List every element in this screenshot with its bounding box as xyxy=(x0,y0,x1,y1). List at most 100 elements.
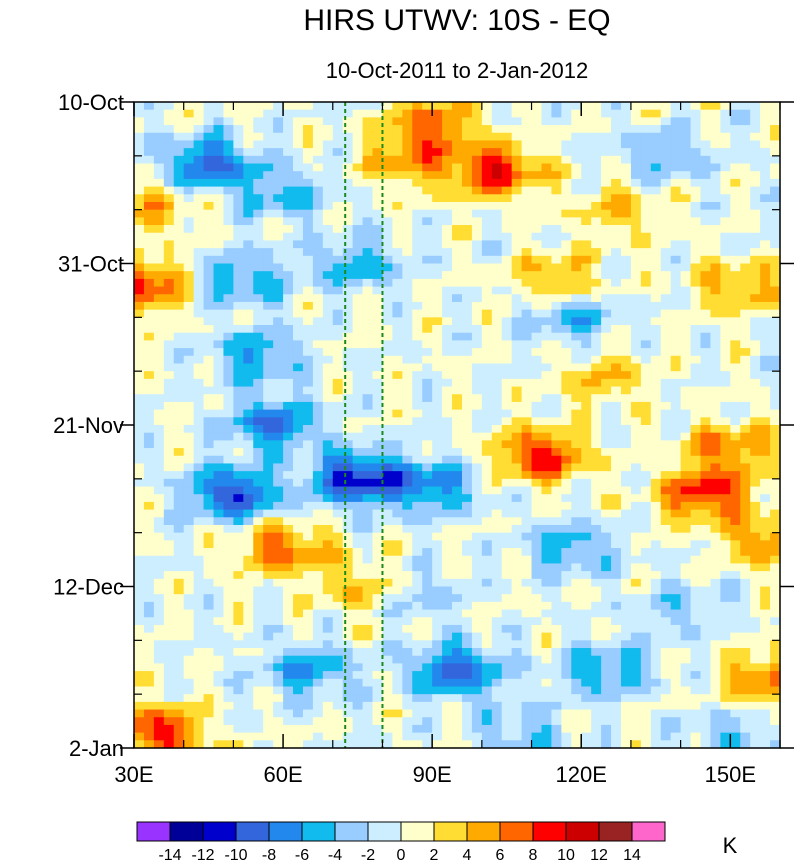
field-cell xyxy=(392,371,403,380)
field-cell xyxy=(362,678,374,688)
field-cell xyxy=(342,348,354,357)
field-cell xyxy=(720,232,731,242)
field-cell xyxy=(193,332,205,341)
field-cell xyxy=(422,394,433,403)
field-cell xyxy=(770,186,781,195)
field-cell xyxy=(372,125,384,134)
field-cell xyxy=(690,263,702,272)
field-cell xyxy=(432,401,443,411)
field-cell xyxy=(372,132,384,142)
field-cell xyxy=(611,271,622,280)
field-cell xyxy=(233,109,244,118)
field-cell xyxy=(372,524,384,534)
field-cell xyxy=(690,155,702,165)
field-cell xyxy=(332,186,344,195)
field-cell xyxy=(630,294,642,303)
field-cell xyxy=(521,548,533,557)
field-cell xyxy=(541,102,553,111)
field-cell xyxy=(273,271,284,280)
field-cell xyxy=(680,425,692,434)
field-cell xyxy=(740,371,751,380)
field-cell xyxy=(650,586,662,595)
field-cell xyxy=(203,555,215,565)
field-cell xyxy=(293,171,304,180)
field-cell xyxy=(153,317,165,326)
field-cell xyxy=(273,432,284,441)
field-cell xyxy=(302,601,314,611)
field-cell xyxy=(770,540,781,549)
field-cell xyxy=(611,278,622,288)
field-cell xyxy=(491,186,503,195)
field-cell xyxy=(521,394,533,403)
field-cell xyxy=(163,317,175,326)
field-cell xyxy=(134,248,145,257)
field-cell xyxy=(461,371,473,380)
field-cell xyxy=(362,517,374,526)
field-cell xyxy=(223,417,234,426)
field-cell xyxy=(521,209,533,218)
field-cell xyxy=(481,448,493,457)
field-cell xyxy=(143,140,155,149)
field-cell xyxy=(680,278,692,288)
field-cell xyxy=(650,378,662,388)
field-cell xyxy=(362,586,374,595)
field-cell xyxy=(293,425,304,434)
field-cell xyxy=(173,601,185,611)
field-cell xyxy=(531,609,543,618)
field-cell xyxy=(680,178,692,188)
field-cell xyxy=(511,409,523,418)
field-cell xyxy=(442,432,453,441)
field-cell xyxy=(412,178,423,188)
field-cell xyxy=(551,486,562,495)
field-cell xyxy=(760,278,771,288)
field-cell xyxy=(471,109,483,118)
field-cell xyxy=(680,455,692,465)
field-cell xyxy=(342,617,354,626)
field-cell xyxy=(591,532,602,541)
field-cell xyxy=(670,378,682,388)
field-cell xyxy=(322,540,334,549)
field-cell xyxy=(432,686,443,695)
field-cell xyxy=(571,309,582,318)
field-cell xyxy=(601,301,612,311)
field-cell xyxy=(720,355,731,365)
field-cell xyxy=(740,348,751,357)
field-cell xyxy=(263,340,274,349)
field-cell xyxy=(283,301,294,311)
field-cell xyxy=(452,517,463,526)
field-cell xyxy=(690,440,702,449)
field-cell xyxy=(342,586,354,595)
field-cell xyxy=(531,194,543,203)
field-cell xyxy=(203,671,215,680)
field-cell xyxy=(551,409,562,418)
field-cell xyxy=(134,501,145,511)
field-cell xyxy=(392,563,403,572)
field-cell xyxy=(273,517,284,526)
field-cell xyxy=(601,332,612,341)
field-cell xyxy=(213,648,225,657)
field-cell xyxy=(611,340,622,349)
field-cell xyxy=(501,317,513,326)
field-cell xyxy=(611,532,622,541)
field-cell xyxy=(432,571,443,580)
field-cell xyxy=(283,355,294,365)
field-cell xyxy=(372,409,384,418)
field-cell xyxy=(471,663,483,672)
field-cell xyxy=(452,686,463,695)
field-cell xyxy=(640,332,652,341)
field-cell xyxy=(700,186,712,195)
field-cell xyxy=(760,286,771,295)
field-cell xyxy=(750,378,761,388)
field-cell xyxy=(740,178,751,188)
field-cell xyxy=(551,401,562,411)
field-cell xyxy=(223,325,234,334)
field-cell xyxy=(173,232,185,242)
field-cell xyxy=(521,448,533,457)
field-cell xyxy=(501,578,513,588)
field-cell xyxy=(730,501,741,511)
field-cell xyxy=(690,371,702,380)
field-cell xyxy=(730,609,741,618)
field-cell xyxy=(461,278,473,288)
field-cell xyxy=(511,348,523,357)
field-cell xyxy=(213,232,225,242)
